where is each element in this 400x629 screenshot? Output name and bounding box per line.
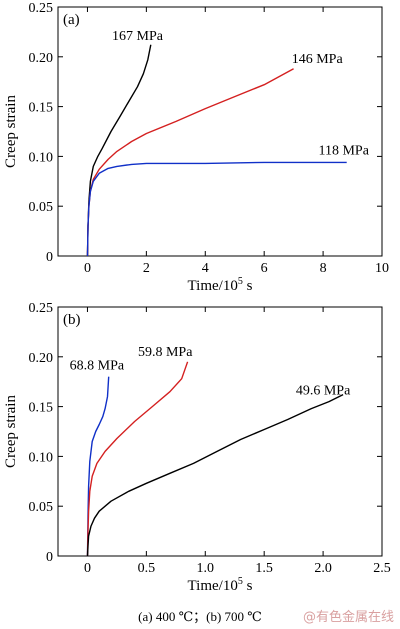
plot-frame — [57, 306, 383, 557]
x-tick-label: 0 — [84, 261, 91, 276]
series-label: 68.8 MPa — [70, 359, 125, 374]
series-line — [86, 376, 110, 557]
y-tick-label: 0.10 — [29, 450, 54, 465]
y-tick-label: 0.05 — [29, 500, 54, 515]
y-tick-label: 0 — [46, 250, 53, 265]
x-tick-label: 10 — [375, 261, 389, 276]
y-tick-label: 0.25 — [29, 301, 54, 316]
x-tick-label: 1.0 — [197, 561, 215, 576]
y-tick-label: 0.20 — [29, 351, 54, 366]
series-line — [86, 361, 189, 557]
y-tick-label: 0.25 — [29, 1, 54, 16]
panel-a: 0 2 4 6 8 10 0 0.05 0.10 0.15 0.20 0.25 (a) Time/105 … — [3, 1, 389, 294]
x-tick-label: 2 — [143, 261, 150, 276]
series-label: 167 MPa — [112, 29, 164, 44]
y-tick-label: 0.10 — [29, 150, 54, 165]
x-tick-label: 4 — [202, 261, 209, 276]
panel-label: (b) — [63, 312, 81, 328]
figure-caption: (a) 400 ℃；(b) 700 ℃ — [138, 609, 262, 624]
panel-label: (a) — [63, 12, 80, 28]
series-line — [86, 161, 347, 257]
x-tick-label: 1.5 — [255, 561, 273, 576]
y-tick-label: 0.15 — [29, 401, 54, 416]
series-label: 49.6 MPa — [296, 384, 351, 399]
x-tick-label: 0 — [84, 561, 91, 576]
y-tick-label: 0.05 — [29, 200, 54, 215]
y-axis-label: Creep strain — [3, 95, 19, 168]
series-line — [86, 393, 344, 557]
y-axis-label: Creep strain — [3, 395, 19, 468]
y-tick-label: 0.15 — [29, 101, 54, 116]
x-tick-label: 6 — [261, 261, 268, 276]
x-axis-label: Time/105 s — [188, 276, 253, 294]
series-label: 146 MPa — [292, 52, 344, 67]
x-axis-label: Time/105 s — [188, 576, 253, 594]
x-tick-label: 2.0 — [314, 561, 332, 576]
x-tick-label: 8 — [320, 261, 327, 276]
x-tick-label: 2.5 — [373, 561, 391, 576]
y-tick-label: 0 — [46, 550, 53, 565]
watermark: @有色金属在线 — [302, 610, 394, 625]
x-tick-label: 0.5 — [138, 561, 156, 576]
y-tick-label: 0.20 — [29, 51, 54, 66]
series-label: 118 MPa — [318, 143, 369, 158]
series-label: 59.8 MPa — [138, 345, 193, 360]
panel-b: 0 0.5 1.0 1.5 2.0 2.5 0 0.05 0.10 0.15 0.20 0.25 (b)… — [3, 301, 391, 594]
plot-frame — [57, 6, 383, 257]
